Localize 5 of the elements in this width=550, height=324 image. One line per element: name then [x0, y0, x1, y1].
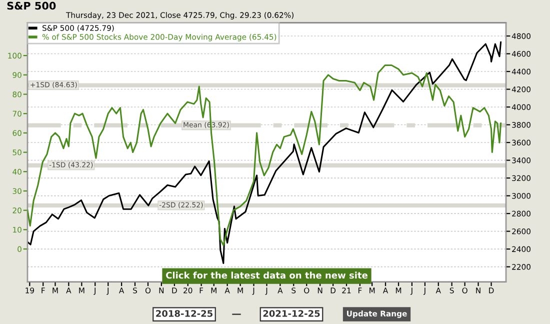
- text: 2018-12-25: [156, 310, 212, 317]
- text: 2021-12-25: [263, 310, 320, 317]
- chart-title: S&P 500: [7, 2, 56, 10]
- annotation: Click for the latest data on the new site: [166, 272, 368, 279]
- text: —: [232, 314, 241, 315]
